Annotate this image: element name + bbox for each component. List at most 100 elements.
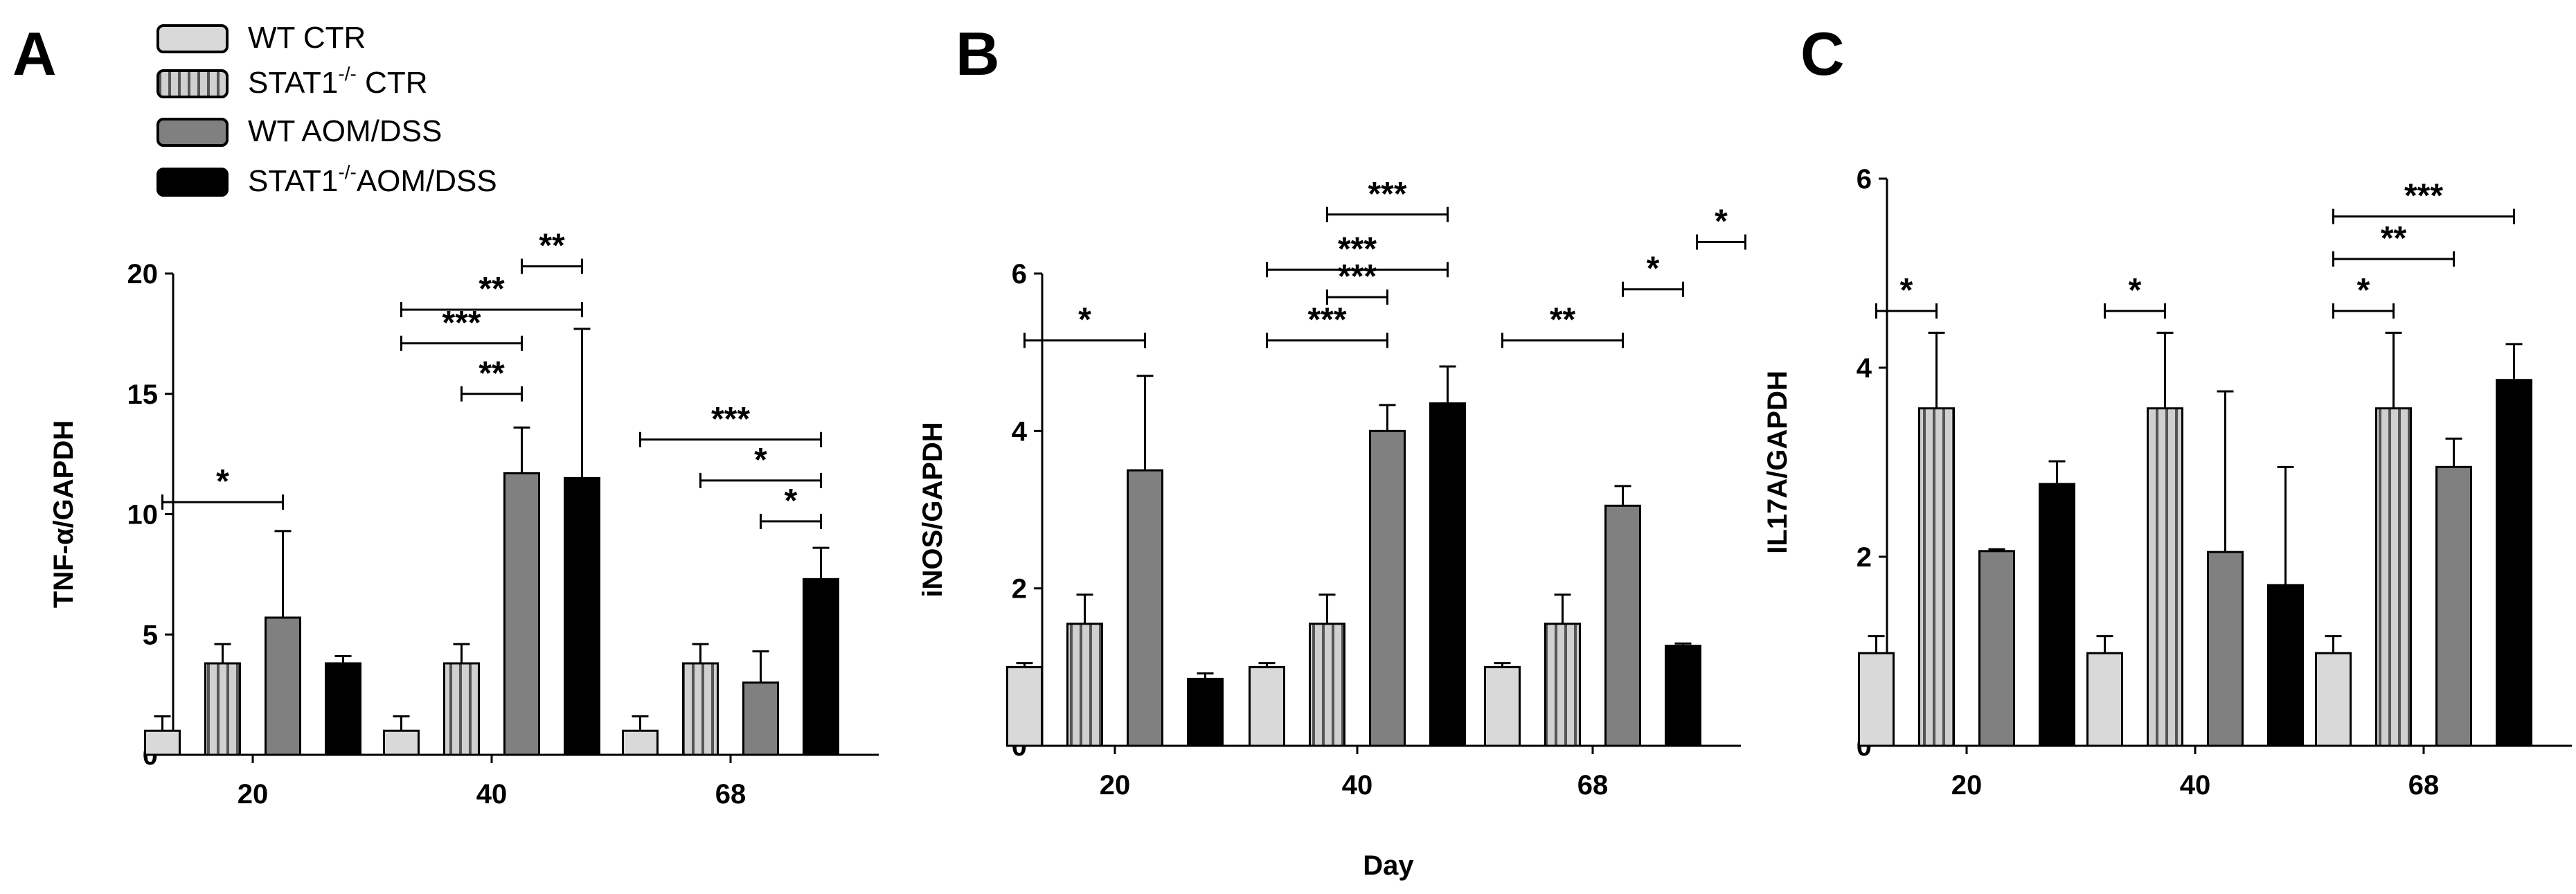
x-tick-label: 68 <box>715 779 746 810</box>
bar <box>2039 483 2075 747</box>
bar <box>622 729 659 756</box>
significance-label: * <box>2129 272 2142 309</box>
bar <box>2086 652 2123 747</box>
bar <box>1665 645 1701 747</box>
significance-label: ** <box>2381 220 2407 257</box>
bar <box>2267 584 2304 747</box>
legend-swatch <box>156 69 229 98</box>
bar <box>1484 665 1521 747</box>
bar <box>1309 623 1345 747</box>
significance-label: * <box>785 483 798 519</box>
y-tick-label: 15 <box>127 379 159 410</box>
significance-label: * <box>216 463 229 500</box>
y-tick-label: 10 <box>127 500 159 530</box>
panel-letter: A <box>12 19 57 88</box>
legend-swatch <box>156 24 229 53</box>
panel-letter: B <box>956 19 1000 88</box>
y-axis-label: TNF-α/GAPDH <box>48 420 79 608</box>
x-tick-label: 40 <box>2180 770 2211 801</box>
significance-label: ** <box>478 355 505 392</box>
bar <box>1978 550 2015 747</box>
bar <box>803 578 839 756</box>
bar <box>2207 551 2244 747</box>
legend-item-stat1-ctr: STAT1-/- CTR <box>156 63 427 100</box>
significance-label: * <box>1647 251 1660 287</box>
panel-letter: C <box>1800 19 1845 88</box>
y-tick-label: 2 <box>1857 542 1872 573</box>
bar <box>2147 407 2183 747</box>
significance-label: *** <box>1338 258 1377 295</box>
bar <box>265 616 301 756</box>
bar <box>443 662 480 756</box>
significance-label: *** <box>1338 231 1377 267</box>
significance-label: *** <box>442 305 481 341</box>
bar <box>1127 469 1163 747</box>
bar <box>682 662 719 756</box>
bar <box>1544 623 1581 747</box>
bar <box>2435 465 2472 747</box>
shared-x-axis-label: Day <box>1363 850 1414 881</box>
significance-label: *** <box>2404 178 2443 215</box>
bar <box>2375 407 2412 747</box>
y-tick-label: 4 <box>1012 416 1028 447</box>
bar <box>325 662 361 756</box>
significance-label: *** <box>1307 302 1346 339</box>
legend-label: STAT1-/-AOM/DSS <box>248 161 497 198</box>
legend-label: WT AOM/DSS <box>248 114 442 148</box>
bar <box>144 729 181 756</box>
legend-item-stat1-aom: STAT1-/-AOM/DSS <box>156 161 497 198</box>
bar <box>1369 429 1406 747</box>
x-tick-label: 20 <box>1951 770 1983 801</box>
x-tick-label: 40 <box>1342 770 1373 801</box>
significance-label: ** <box>478 271 505 307</box>
significance-label: * <box>1078 302 1091 339</box>
x-tick-label: 20 <box>1100 770 1131 801</box>
legend-item-wt-aom: WT AOM/DSS <box>156 114 442 148</box>
significance-label: * <box>1715 204 1728 240</box>
bar <box>1249 665 1285 747</box>
bar <box>1187 677 1224 747</box>
significance-label: * <box>754 442 767 479</box>
legend-swatch <box>156 168 229 197</box>
bar <box>564 476 600 756</box>
significance-label: ** <box>539 228 565 265</box>
y-tick-label: 4 <box>1857 353 1872 384</box>
bar <box>1918 407 1955 747</box>
bar <box>1066 623 1103 747</box>
legend-label: WT CTR <box>248 21 366 55</box>
significance-label: ** <box>1550 302 1576 339</box>
x-tick-label: 68 <box>2408 770 2440 801</box>
significance-label: * <box>2357 272 2370 309</box>
bar <box>204 662 241 756</box>
x-tick-label: 40 <box>476 779 508 810</box>
y-axis-label: iNOS/GAPDH <box>918 422 948 597</box>
bar <box>503 472 540 756</box>
y-tick-label: 6 <box>1857 164 1872 195</box>
y-tick-label: 20 <box>127 259 159 289</box>
x-tick-label: 68 <box>1577 770 1609 801</box>
y-tick-label: 5 <box>143 620 158 650</box>
bar <box>2315 652 2352 747</box>
y-tick-label: 6 <box>1012 259 1027 289</box>
x-tick-label: 20 <box>238 779 269 810</box>
panels: A05101520TNF-α/GAPDH204068**************… <box>12 19 2572 810</box>
legend-label: STAT1-/- CTR <box>248 63 427 100</box>
panel-a: A05101520TNF-α/GAPDH204068**************… <box>12 19 879 810</box>
bar <box>742 681 779 756</box>
bar <box>1006 665 1043 747</box>
bar <box>1604 504 1641 747</box>
bar <box>1858 652 1895 747</box>
legend-swatch <box>156 118 229 147</box>
legend: WT CTR STAT1-/- CTR WT AOM/DSS STAT1-/-AOM/… <box>156 21 497 198</box>
bar <box>2496 379 2532 747</box>
significance-label: *** <box>1368 176 1406 213</box>
y-axis-label: IL17A/GAPDH <box>1762 370 1793 554</box>
significance-label: *** <box>711 401 750 438</box>
bar <box>1429 402 1466 747</box>
y-tick-label: 2 <box>1012 574 1027 605</box>
bar <box>383 729 420 756</box>
significance-label: * <box>1900 272 1913 309</box>
